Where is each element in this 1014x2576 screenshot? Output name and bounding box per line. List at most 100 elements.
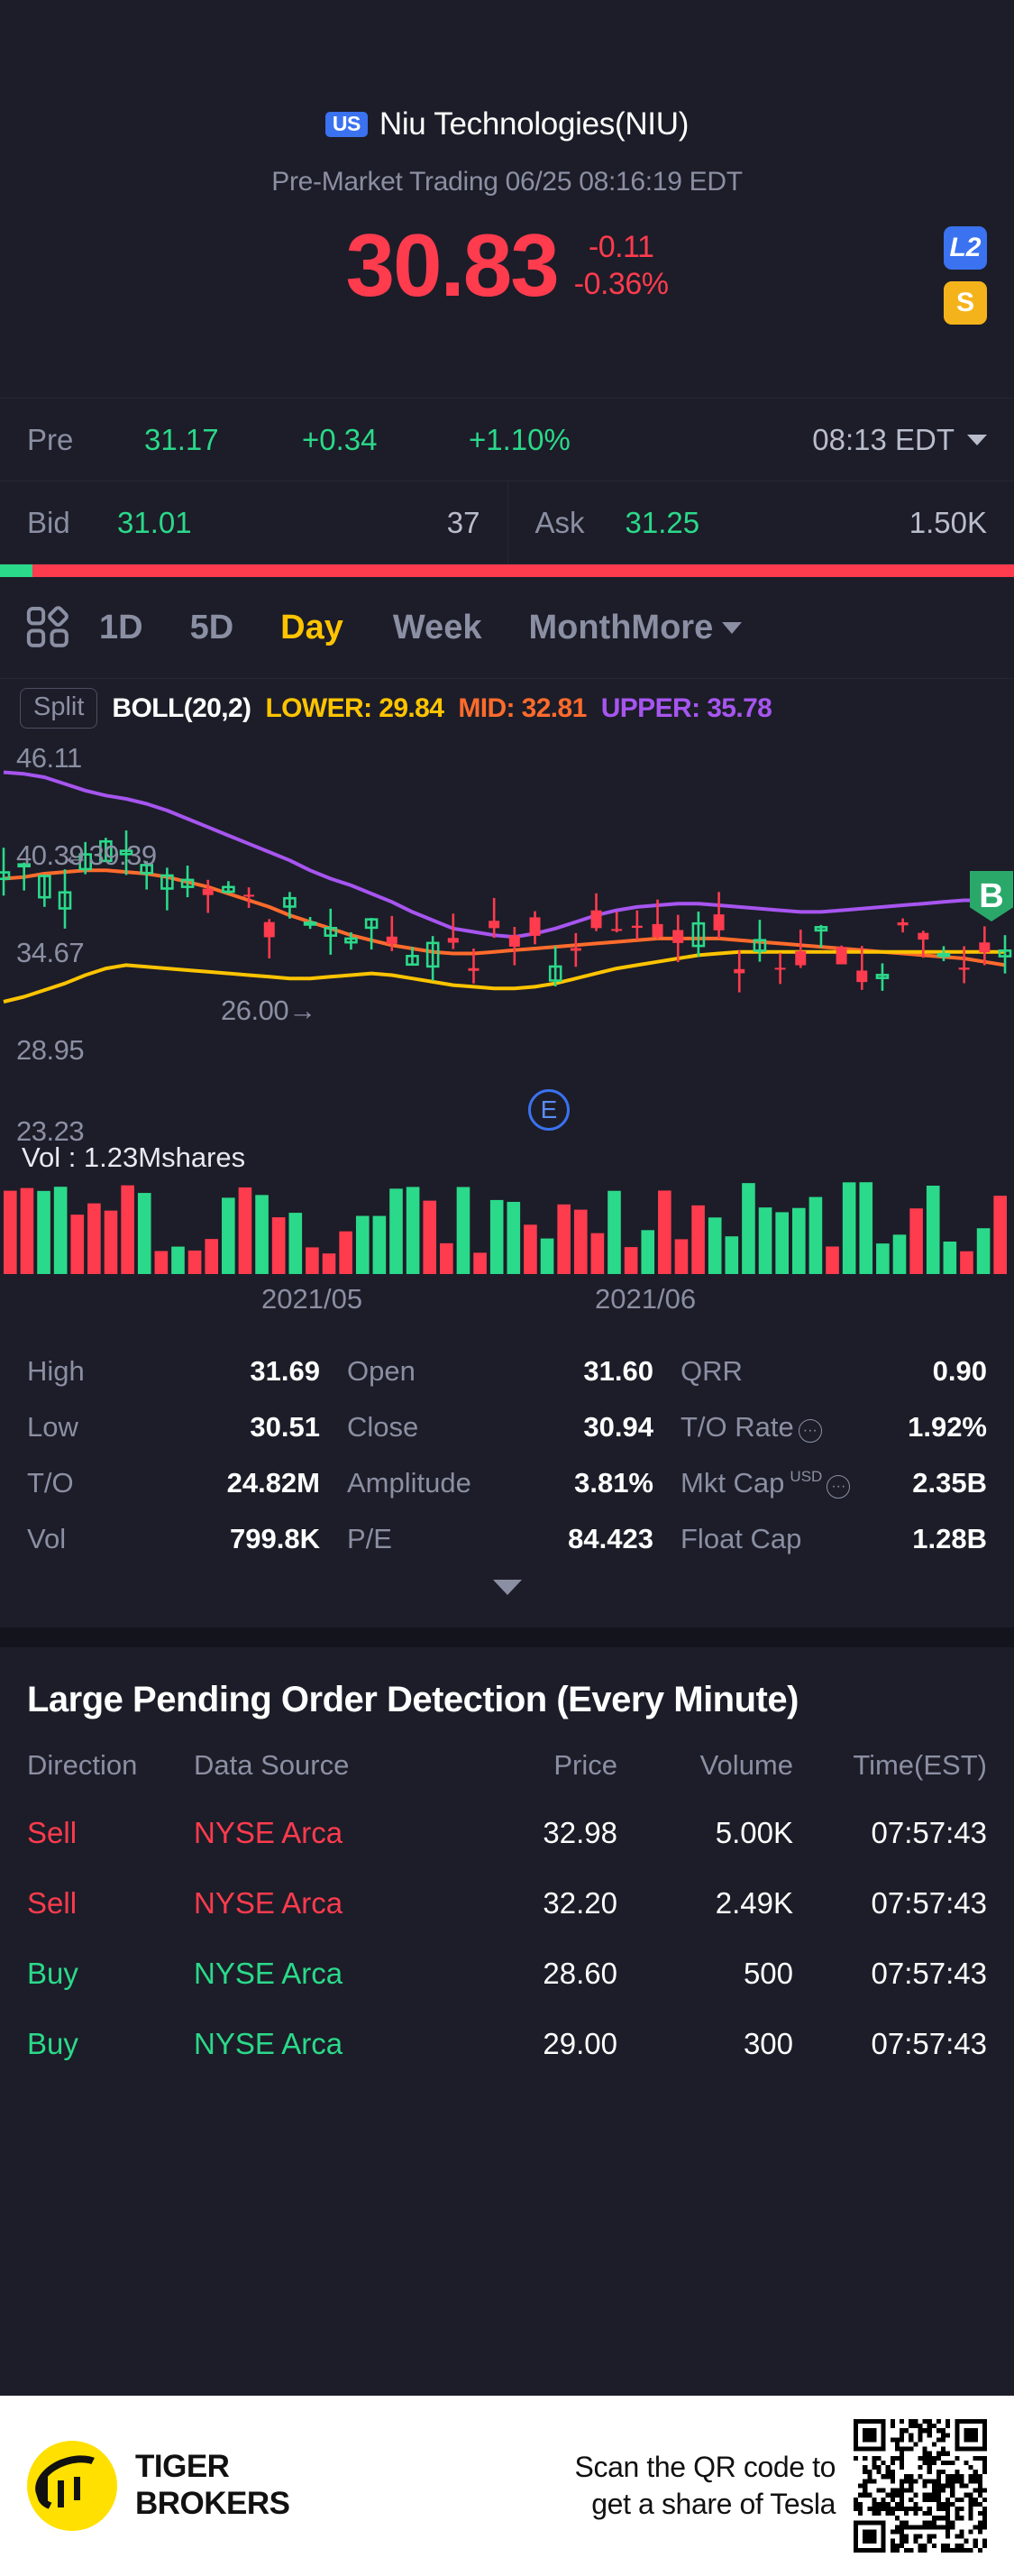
bid-label: Bid	[27, 505, 70, 539]
info-icon[interactable]: ···	[798, 1418, 822, 1443]
stat-value: 799.8K	[230, 1523, 320, 1554]
stat-qrr: QRR 0.90	[681, 1355, 987, 1388]
price-chart[interactable]: 46.11 40.39 34.67 28.95 23.23 ←39.39 26.…	[0, 738, 1014, 1324]
large-pending-order-section: Large Pending Order Detection (Every Min…	[0, 1647, 1014, 2079]
table-row[interactable]: Buy NYSE Arca 29.00 300 07:57:43	[27, 2009, 987, 2079]
y-tick-4: 23.23	[16, 1115, 85, 1147]
ask-price: 31.25	[625, 505, 700, 539]
tab-week[interactable]: Week	[392, 608, 482, 646]
tab-month[interactable]: Month	[528, 608, 632, 646]
page-title: Niu Technologies(NIU)	[379, 106, 690, 142]
tab-5d[interactable]: 5D	[189, 608, 234, 646]
table-row[interactable]: Buy NYSE Arca 28.60 500 07:57:43	[27, 1939, 987, 2009]
stat-label: Vol	[27, 1523, 67, 1554]
stat-value: 1.92%	[908, 1410, 987, 1443]
x-tick-0: 2021/05	[261, 1283, 363, 1315]
column-time: Time(EST)	[853, 1749, 987, 1781]
column-volume: Volume	[699, 1749, 793, 1781]
brand-logo: TIGER BROKERS	[27, 2441, 290, 2531]
info-icon[interactable]: ···	[827, 1474, 851, 1499]
cell-price: 28.60	[543, 1957, 617, 1990]
brand-line-1: TIGER	[135, 2449, 230, 2485]
level2-badge[interactable]: L2	[944, 226, 987, 270]
short-badge[interactable]: S	[944, 281, 987, 325]
qr-code-icon[interactable]	[854, 2419, 987, 2553]
pre-market-row[interactable]: Pre 31.17 +0.34 +1.10% 08:13 EDT	[0, 399, 1014, 481]
indicator-mid: MID: 32.81	[458, 692, 587, 723]
stat-high: High 31.69	[27, 1355, 347, 1388]
stat-label: Close	[347, 1411, 419, 1443]
tab-day[interactable]: Day	[280, 608, 343, 646]
y-tick-1: 40.39	[16, 839, 85, 871]
cell-volume: 500	[743, 1957, 793, 1990]
stat-value: 3.81%	[574, 1467, 653, 1499]
stats-row: T/O 24.82M Amplitude 3.81% Mkt Cap USD ·…	[27, 1455, 987, 1511]
footer-banner: TIGER BROKERS Scan the QR code to get a …	[0, 2396, 1014, 2576]
stat-open: Open 31.60	[347, 1355, 681, 1388]
column-direction: Direction	[27, 1749, 138, 1781]
volume-series	[4, 1182, 1007, 1274]
ask-cell[interactable]: Ask 31.25 1.50K	[507, 481, 1014, 564]
price-block: 30.83 -0.11 -0.36% L2 S	[0, 221, 1014, 365]
pre-change: +0.34	[302, 422, 378, 456]
stat-market-cap: Mkt Cap USD ··· 2.35B	[681, 1467, 987, 1500]
candlestick-series	[0, 830, 1012, 993]
table-row[interactable]: Sell NYSE Arca 32.98 5.00K 07:57:43	[27, 1798, 987, 1868]
tab-more[interactable]: More	[631, 609, 743, 647]
high-annotation: ←39.39	[61, 839, 157, 871]
stat-pe: P/E 84.423	[347, 1523, 681, 1555]
last-price: 30.83	[345, 215, 560, 315]
stats-row: Vol 799.8K P/E 84.423 Float Cap 1.28B	[27, 1511, 987, 1567]
grid-layout-icon[interactable]	[23, 602, 79, 653]
low-annotation: 26.00→	[221, 995, 316, 1026]
stat-amplitude: Amplitude 3.81%	[347, 1467, 681, 1499]
cell-direction: Sell	[27, 1886, 78, 1920]
stat-value: 24.82M	[226, 1467, 320, 1499]
column-data-source: Data Source	[194, 1749, 350, 1781]
market-badge-us: US	[324, 112, 368, 137]
expand-stats-button[interactable]	[27, 1567, 987, 1618]
indicator-name[interactable]: BOLL(20,2)	[112, 692, 251, 723]
promo-line-1: Scan the QR code to	[574, 2451, 836, 2484]
stat-volume: Vol 799.8K	[27, 1523, 347, 1555]
bid-cell[interactable]: Bid 31.01 37	[0, 481, 507, 564]
stat-label: Low	[27, 1411, 78, 1443]
stat-turnover: T/O 24.82M	[27, 1467, 347, 1499]
table-row[interactable]: Sell NYSE Arca 32.20 2.49K 07:57:43	[27, 1868, 987, 1939]
quote-rows: Pre 31.17 +0.34 +1.10% 08:13 EDT Bid 31.…	[0, 398, 1014, 564]
ask-label: Ask	[534, 505, 585, 539]
cell-time: 07:57:43	[871, 1816, 987, 1849]
y-tick-2: 34.67	[16, 937, 85, 968]
bid-price: 31.01	[117, 505, 192, 539]
stat-label: Amplitude	[347, 1467, 471, 1499]
cell-volume: 2.49K	[715, 1886, 793, 1920]
price-change: -0.11	[588, 229, 654, 264]
stat-value: 0.90	[932, 1355, 987, 1387]
brand-name: TIGER BROKERS	[135, 2449, 290, 2522]
stat-label: Mkt Cap	[681, 1466, 785, 1499]
tab-1d[interactable]: 1D	[99, 608, 143, 646]
stat-to-rate: T/O Rate ··· 1.92%	[681, 1411, 987, 1444]
tiger-logo-icon	[27, 2441, 117, 2531]
depth-ask-segment	[32, 564, 1014, 577]
stat-value: 31.69	[250, 1355, 320, 1387]
chevron-down-icon	[967, 434, 987, 445]
promo-text: Scan the QR code to get a share of Tesla	[575, 2449, 854, 2523]
volume-label: Vol : 1.23Mshares	[22, 1141, 246, 1173]
brand-line-2: BROKERS	[135, 2486, 290, 2521]
indicator-bar: Split BOLL(20,2) LOWER: 29.84 MID: 32.81…	[0, 678, 1014, 738]
header: US Niu Technologies(NIU) Pre-Market Trad…	[0, 0, 1014, 365]
earnings-marker-icon[interactable]: E	[528, 1089, 570, 1131]
level-badges: L2 S	[944, 226, 987, 325]
cell-data-source: NYSE Arca	[194, 1816, 343, 1849]
stat-value: 1.28B	[912, 1523, 987, 1554]
y-tick-0: 46.11	[16, 742, 82, 774]
symbol-row: US Niu Technologies(NIU)	[0, 106, 1014, 142]
split-button[interactable]: Split	[20, 688, 98, 729]
pre-time[interactable]: 08:13 EDT	[662, 423, 1014, 457]
caret-down-icon	[722, 621, 743, 634]
pre-label: Pre	[27, 422, 74, 456]
cell-price: 32.20	[543, 1886, 617, 1920]
stat-label: T/O Rate	[681, 1410, 794, 1443]
cell-price: 29.00	[543, 2027, 617, 2060]
